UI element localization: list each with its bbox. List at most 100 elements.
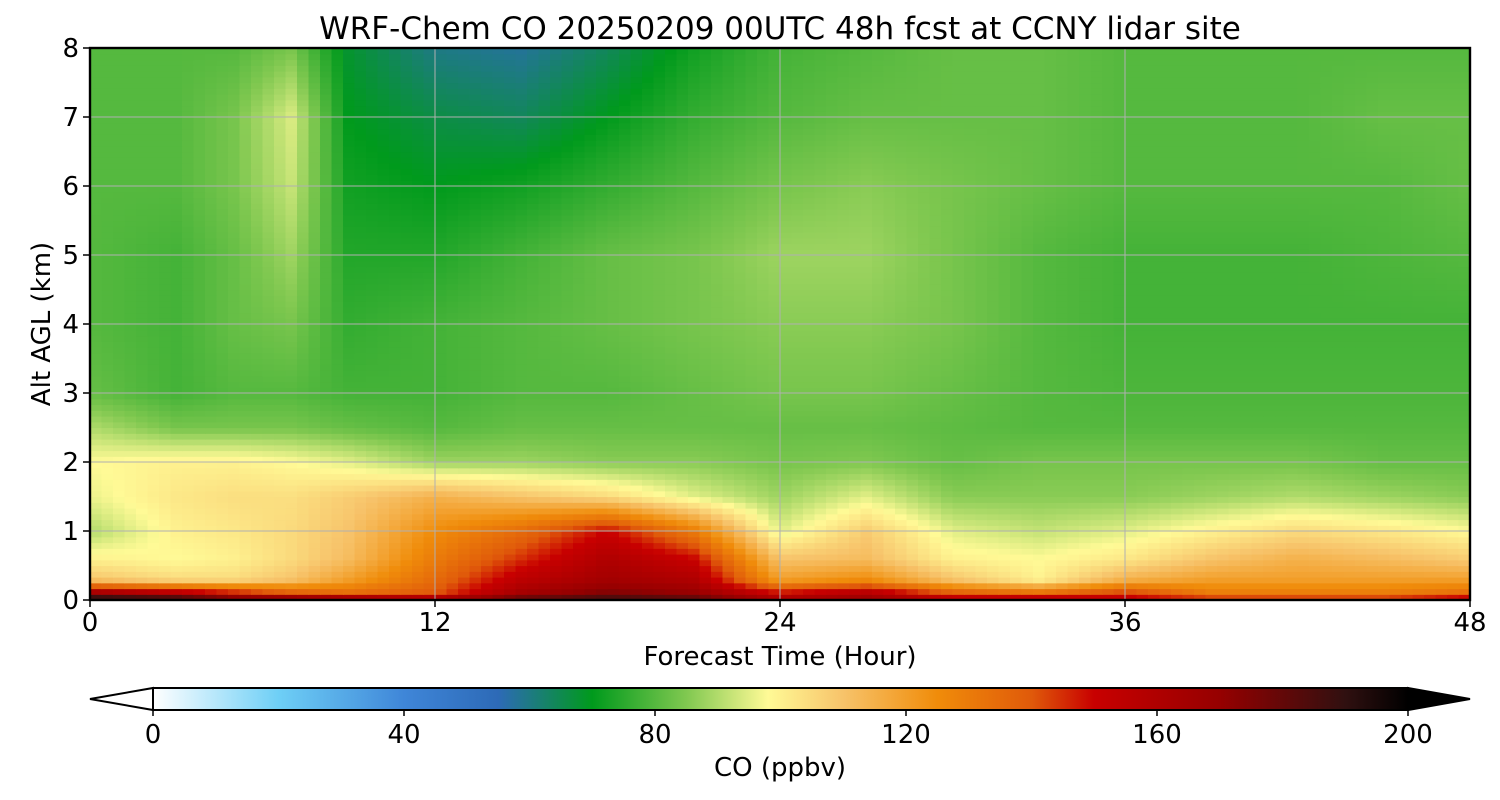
heatmap-cell bbox=[1021, 554, 1034, 561]
heatmap-cell bbox=[1079, 375, 1092, 383]
heatmap-cell bbox=[193, 559, 206, 567]
heatmap-cell bbox=[1378, 421, 1391, 429]
heatmap-cell bbox=[803, 404, 816, 411]
heatmap-cell bbox=[320, 525, 333, 532]
heatmap-cell bbox=[1205, 439, 1218, 446]
heatmap-cell bbox=[665, 531, 678, 538]
heatmap-cell bbox=[711, 433, 724, 440]
heatmap-cell bbox=[780, 565, 793, 572]
heatmap-cell bbox=[262, 490, 275, 498]
heatmap-cell bbox=[423, 381, 436, 388]
heatmap-cell bbox=[90, 548, 103, 555]
heatmap-cell bbox=[929, 467, 942, 475]
heatmap-cell bbox=[228, 398, 241, 406]
heatmap-cell bbox=[274, 502, 287, 509]
heatmap-cell bbox=[1412, 490, 1425, 498]
heatmap-cell bbox=[768, 393, 781, 400]
heatmap-cell bbox=[136, 473, 149, 480]
heatmap-cell bbox=[734, 542, 747, 549]
heatmap-cell bbox=[1435, 496, 1448, 503]
heatmap-cell bbox=[101, 370, 114, 377]
heatmap-cell bbox=[366, 421, 379, 429]
heatmap-cell bbox=[1286, 513, 1299, 521]
heatmap-cell bbox=[1194, 433, 1207, 440]
heatmap-cell bbox=[964, 582, 977, 590]
heatmap-cell bbox=[228, 490, 241, 498]
heatmap-cell bbox=[1286, 387, 1299, 394]
heatmap-cell bbox=[584, 565, 597, 572]
heatmap-cell bbox=[642, 588, 655, 595]
heatmap-cell bbox=[308, 577, 321, 584]
heatmap-cell bbox=[1021, 519, 1034, 526]
heatmap-cell bbox=[239, 594, 252, 600]
heatmap-cell bbox=[1159, 519, 1172, 526]
heatmap-cell bbox=[1332, 381, 1345, 388]
heatmap-cell bbox=[527, 531, 540, 538]
heatmap-cell bbox=[1458, 370, 1470, 377]
heatmap-cell bbox=[469, 410, 482, 417]
heatmap-cell bbox=[1113, 456, 1126, 463]
heatmap-cell bbox=[906, 588, 919, 595]
heatmap-cell bbox=[711, 542, 724, 549]
heatmap-cell bbox=[366, 554, 379, 561]
heatmap-cell bbox=[1240, 444, 1253, 452]
heatmap-cell bbox=[998, 421, 1011, 429]
heatmap-cell bbox=[504, 387, 517, 394]
heatmap-cell bbox=[354, 531, 367, 538]
heatmap-cell bbox=[1343, 433, 1356, 440]
heatmap-cell bbox=[1378, 439, 1391, 446]
heatmap-cell bbox=[147, 588, 160, 595]
heatmap-cell bbox=[308, 582, 321, 590]
heatmap-cell bbox=[1458, 444, 1470, 452]
heatmap-cell bbox=[458, 427, 471, 434]
heatmap-cell bbox=[1343, 548, 1356, 555]
heatmap-cell bbox=[734, 531, 747, 538]
heatmap-cell bbox=[377, 370, 390, 377]
heatmap-cell bbox=[642, 410, 655, 417]
heatmap-cell bbox=[987, 370, 1000, 377]
heatmap-cell bbox=[377, 444, 390, 452]
heatmap-cell bbox=[757, 421, 770, 429]
heatmap-cell bbox=[239, 513, 252, 521]
heatmap-cell bbox=[182, 433, 195, 440]
heatmap-cell bbox=[573, 525, 586, 532]
heatmap-cell bbox=[136, 588, 149, 595]
heatmap-cell bbox=[389, 577, 402, 584]
heatmap-cell bbox=[1309, 456, 1322, 463]
heatmap-cell bbox=[998, 393, 1011, 400]
heatmap-cell bbox=[216, 577, 229, 584]
heatmap-cell bbox=[1125, 525, 1138, 532]
heatmap-cell bbox=[1148, 502, 1161, 509]
heatmap-cell bbox=[722, 565, 735, 572]
heatmap-cell bbox=[515, 421, 528, 429]
heatmap-cell bbox=[768, 427, 781, 434]
heatmap-cell bbox=[1148, 456, 1161, 463]
heatmap-cell bbox=[469, 571, 482, 578]
heatmap-cell bbox=[791, 421, 804, 429]
heatmap-cell bbox=[791, 473, 804, 480]
heatmap-cell bbox=[1228, 444, 1241, 452]
heatmap-cell bbox=[1412, 594, 1425, 600]
heatmap-cell bbox=[1240, 479, 1253, 486]
heatmap-cell bbox=[159, 525, 172, 532]
heatmap-cell bbox=[1343, 393, 1356, 400]
heatmap-cell bbox=[1366, 421, 1379, 429]
heatmap-cell bbox=[642, 559, 655, 567]
heatmap-cell bbox=[607, 525, 620, 532]
heatmap-cell bbox=[228, 375, 241, 383]
heatmap-cell bbox=[1090, 531, 1103, 538]
heatmap-cell bbox=[412, 571, 425, 578]
heatmap-cell bbox=[113, 467, 126, 475]
heatmap-cell bbox=[274, 485, 287, 492]
heatmap-cell bbox=[1010, 513, 1023, 521]
heatmap-cell bbox=[1435, 416, 1448, 423]
heatmap-cell bbox=[136, 381, 149, 388]
heatmap-cell bbox=[469, 450, 482, 457]
heatmap-cell bbox=[987, 519, 1000, 526]
heatmap-cell bbox=[527, 542, 540, 549]
heatmap-cell bbox=[1435, 525, 1448, 532]
heatmap-cell bbox=[1113, 594, 1126, 600]
heatmap-cell bbox=[964, 416, 977, 423]
heatmap-cell bbox=[607, 542, 620, 549]
